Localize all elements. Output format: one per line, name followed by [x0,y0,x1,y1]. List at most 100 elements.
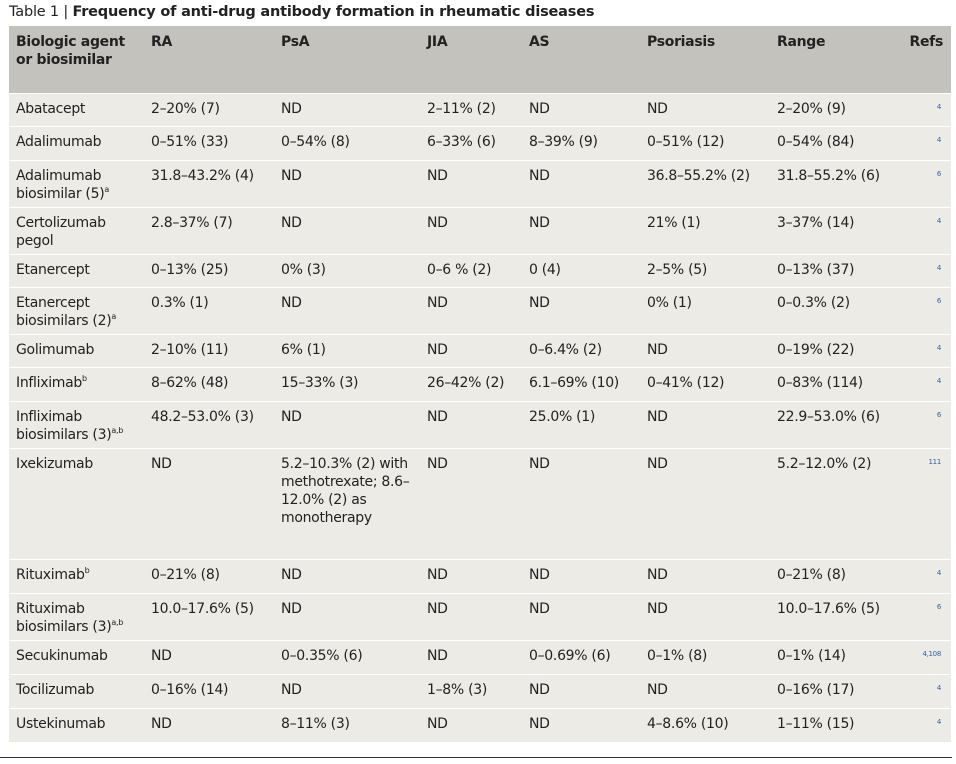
cell-value: 111 [928,457,942,466]
cell-ra: 2–10% (11) [144,333,274,367]
cell-ra: 0.3% (1) [144,286,274,334]
cell-as: ND [522,673,640,708]
cell-value: 8–39% (9) [529,133,598,150]
cell-value: 6 [936,602,941,611]
header-psa: PsA [274,26,420,93]
cell-value: 0–6 % (2) [427,261,492,278]
footnote-marker: a,b [111,425,123,435]
cell-value: ND [427,294,448,311]
table-header-row: Biologic agent or biosimilar RA PsA JIA … [9,26,951,93]
cell-value: ND [647,408,668,425]
cell-value: 31.8–55.2% (6) [777,167,880,184]
table-row: Certolizumab pegol 2.8–37% (7) ND ND ND 21% (… [9,206,951,254]
cell-as: ND [522,159,640,207]
table-row: Infliximabb 8–62% (48) 15–33% (3) 26–42% (2… [9,366,951,401]
header-range: Range [770,26,894,93]
cell-refs: 4 [894,707,951,742]
cell-ra: ND [144,707,274,742]
cell-jia: ND [420,447,522,559]
cell-agent: Adalimumab biosimilar (5)a [9,159,144,207]
cell-value: ND [151,647,172,664]
cell-value: 4–8.6% (10) [647,715,729,732]
cell-value: 0–13% (25) [151,261,229,278]
table-row: Etanercept 0–13% (25) 0% (3) 0–6 % (2) 0 (4)… [9,253,951,287]
cell-agent: Etanercept biosimilars (2)a [9,286,144,334]
cell-value: 2–5% (5) [647,261,707,278]
cell-agent: Abatacept [9,92,144,126]
cell-value: 4,108 [922,649,941,658]
cell-value: 4 [936,263,941,272]
cell-value: ND [529,681,550,698]
cell-value: 2–20% (7) [151,100,220,117]
cell-value: ND [427,715,448,732]
cell-value: 4 [936,135,941,144]
cell-as: 6.1–69% (10) [522,366,640,401]
cell-ra: 0–21% (8) [144,558,274,593]
cell-ra: 10.0–17.6% (5) [144,592,274,640]
footnote-marker: b [84,565,90,575]
cell-psoriasis: 0–1% (8) [640,639,770,674]
cell-range: 0–54% (84) [770,125,894,160]
cell-value: 0% (1) [647,294,692,311]
cell-agent: Etanercept [9,253,144,287]
cell-agent: Tocilizumab [9,673,144,708]
cell-value: 31.8–43.2% (4) [151,167,254,184]
table-row: Rituximabb 0–21% (8) ND ND ND ND 0–21% (8) 4 [9,558,951,593]
cell-as: ND [522,707,640,742]
cell-value: 0–13% (37) [777,261,855,278]
cell-value: ND [281,214,302,231]
cell-as: 25.0% (1) [522,400,640,448]
cell-value: ND [281,167,302,184]
cell-as: ND [522,206,640,254]
cell-refs: 6 [894,159,951,207]
cell-value: ND [529,167,550,184]
agent-name: Tocilizumab [16,681,95,698]
table-number: Table 1 | [9,4,73,20]
cell-value: ND [281,294,302,311]
agent-name: Infliximab biosimilars (3) [16,408,112,443]
cell-psoriasis: 4–8.6% (10) [640,707,770,742]
agent-name: Infliximab [16,374,82,391]
cell-value: ND [647,455,668,472]
table-row: Rituximab biosimilars (3)a,b 10.0–17.6% (… [9,592,951,640]
cell-range: 1–11% (15) [770,707,894,742]
cell-value: ND [427,647,448,664]
cell-as: 0 (4) [522,253,640,287]
cell-value: ND [529,566,550,583]
cell-value: 10.0–17.6% (5) [777,600,880,617]
cell-value: 26–42% (2) [427,374,505,391]
table-row: Ixekizumab ND 5.2–10.3% (2) with methotrex… [9,447,951,559]
cell-value: 2.8–37% (7) [151,214,233,231]
cell-value: ND [647,600,668,617]
cell-value: 6–33% (6) [427,133,496,150]
cell-range: 3–37% (14) [770,206,894,254]
cell-range: 0–16% (17) [770,673,894,708]
cell-value: ND [151,715,172,732]
antibody-frequency-table: Biologic agent or biosimilar RA PsA JIA … [9,26,951,742]
agent-name: Secukinumab [16,647,108,664]
cell-as: ND [522,447,640,559]
cell-jia: ND [420,639,522,674]
table-row: Golimumab 2–10% (11) 6% (1) ND 0–6.4% (2) ND 0… [9,333,951,367]
cell-psoriasis: ND [640,558,770,593]
cell-value: ND [151,455,172,472]
cell-value: 2–11% (2) [427,100,496,117]
cell-as: ND [522,558,640,593]
cell-ra: ND [144,447,274,559]
agent-name: Ustekinumab [16,715,106,732]
cell-psoriasis: ND [640,400,770,448]
cell-psa: ND [274,92,420,126]
footnote-marker: b [82,373,87,383]
table-row: Secukinumab ND 0–0.35% (6) ND 0–0.69% (6) 0–1… [9,639,951,674]
cell-value: 1–8% (3) [427,681,487,698]
cell-value: 2–20% (9) [777,100,846,117]
table-row: Infliximab biosimilars (3)a,b 48.2–53.0% … [9,400,951,448]
cell-psoriasis: ND [640,592,770,640]
cell-value: ND [281,408,302,425]
agent-name: Certolizumab pegol [16,214,106,249]
cell-value: 0–1% (8) [647,647,707,664]
header-agent: Biologic agent or biosimilar [9,26,144,93]
cell-value: 0–19% (22) [777,341,855,358]
header-psoriasis: Psoriasis [640,26,770,93]
agent-name: Etanercept [16,261,90,278]
